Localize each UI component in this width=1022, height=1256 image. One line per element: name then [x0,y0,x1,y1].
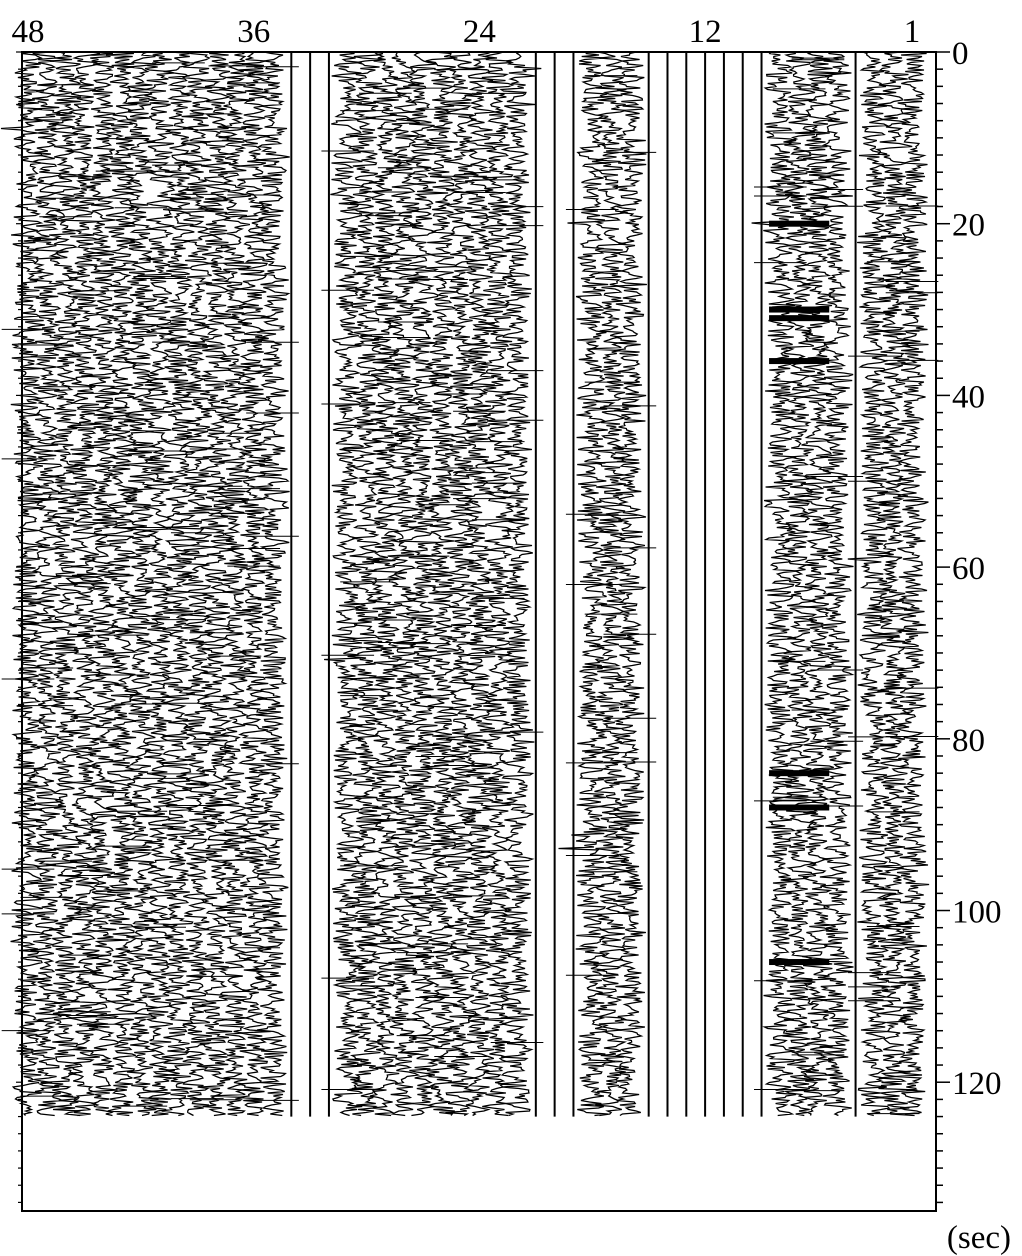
trace-channel-16 [609,51,647,1117]
trace-glitches-channel-7 [769,88,830,966]
y-tick-label: 20 [952,208,985,244]
trace-channel-47 [20,51,69,1117]
trace-channel-35 [243,51,291,1117]
trace-channel-44 [81,51,129,1117]
traces-layer [0,51,939,1117]
trace-channel-17 [586,51,635,1117]
trace-channel-1 [891,51,930,1117]
channel-label: 1 [904,14,921,50]
trace-channel-24 [462,51,498,1117]
trace-channel-46 [40,51,96,1117]
channel-axis: 48 36 24 12 1 [12,14,921,50]
y-tick-label: 40 [952,379,985,415]
y-tick-label: 120 [952,1066,1002,1102]
y-axis-unit-label: (sec) [947,1220,1011,1256]
trace-channel-18 [558,51,623,1117]
channel-label: 24 [463,14,496,50]
trace-glitches-channel-8 [754,186,807,1090]
trace-glitches-channel-16 [603,151,657,763]
trace-spike [769,306,830,313]
trace-glitches-channel-48 [1,328,55,1032]
y-tick-label: 0 [952,36,969,72]
trace-glitches-channel-23 [471,92,525,599]
trace-glitches-channel-17 [584,75,638,873]
trace-channel-42 [123,51,159,1117]
trace-channel-25 [437,51,479,1117]
trace-channel-2 [873,51,918,1117]
trace-channel-27 [398,51,449,1117]
trace-channel-41 [137,51,187,1117]
trace-channel-31 [324,51,378,1117]
trace-spike [769,770,830,777]
trace-channel-8 [751,51,798,1117]
plot-frame [21,51,937,1212]
trace-spike [769,358,830,365]
y-tick-label: 100 [952,895,1002,931]
trace-glitches-channel-18 [565,209,619,976]
trace-channel-28 [383,51,435,1117]
trace-glitches-channel-47 [20,119,74,1097]
trace-glitches-channel-31 [321,150,375,1091]
y-tick-label: 60 [952,551,985,587]
trace-channel-22 [495,51,542,1117]
trace-channel-7 [781,51,818,1117]
trace-channel-36 [235,51,271,1117]
channel-label: 48 [12,14,45,50]
y-axis: 0 20 40 60 80 100 120 [16,36,1002,1204]
trace-channel-6 [794,51,842,1116]
trace-channel-40 [157,51,196,1117]
trace-channel-3 [847,51,901,1117]
trace-spike [769,804,830,811]
trace-channel-37 [210,51,252,1117]
y-tick-label: 80 [952,723,985,759]
trace-channel-23 [476,51,526,1117]
trace-channel-38 [191,51,240,1117]
trace-channel-29 [358,51,408,1117]
trace-channel-26 [419,51,461,1116]
trace-channel-43 [98,51,141,1117]
trace-glitches-channel-6 [791,57,845,1092]
trace-channel-5 [809,51,855,1117]
trace-channel-48 [0,51,52,1116]
trace-spike [769,315,830,322]
channel-label: 12 [689,14,722,50]
trace-glitches-channel-3 [848,355,901,1002]
trace-spike [769,220,830,227]
trace-channel-39 [163,51,228,1117]
trace-spike [769,959,830,966]
channel-label: 36 [237,14,270,50]
plot-border [21,51,937,1212]
trace-channel-30 [339,51,390,1117]
